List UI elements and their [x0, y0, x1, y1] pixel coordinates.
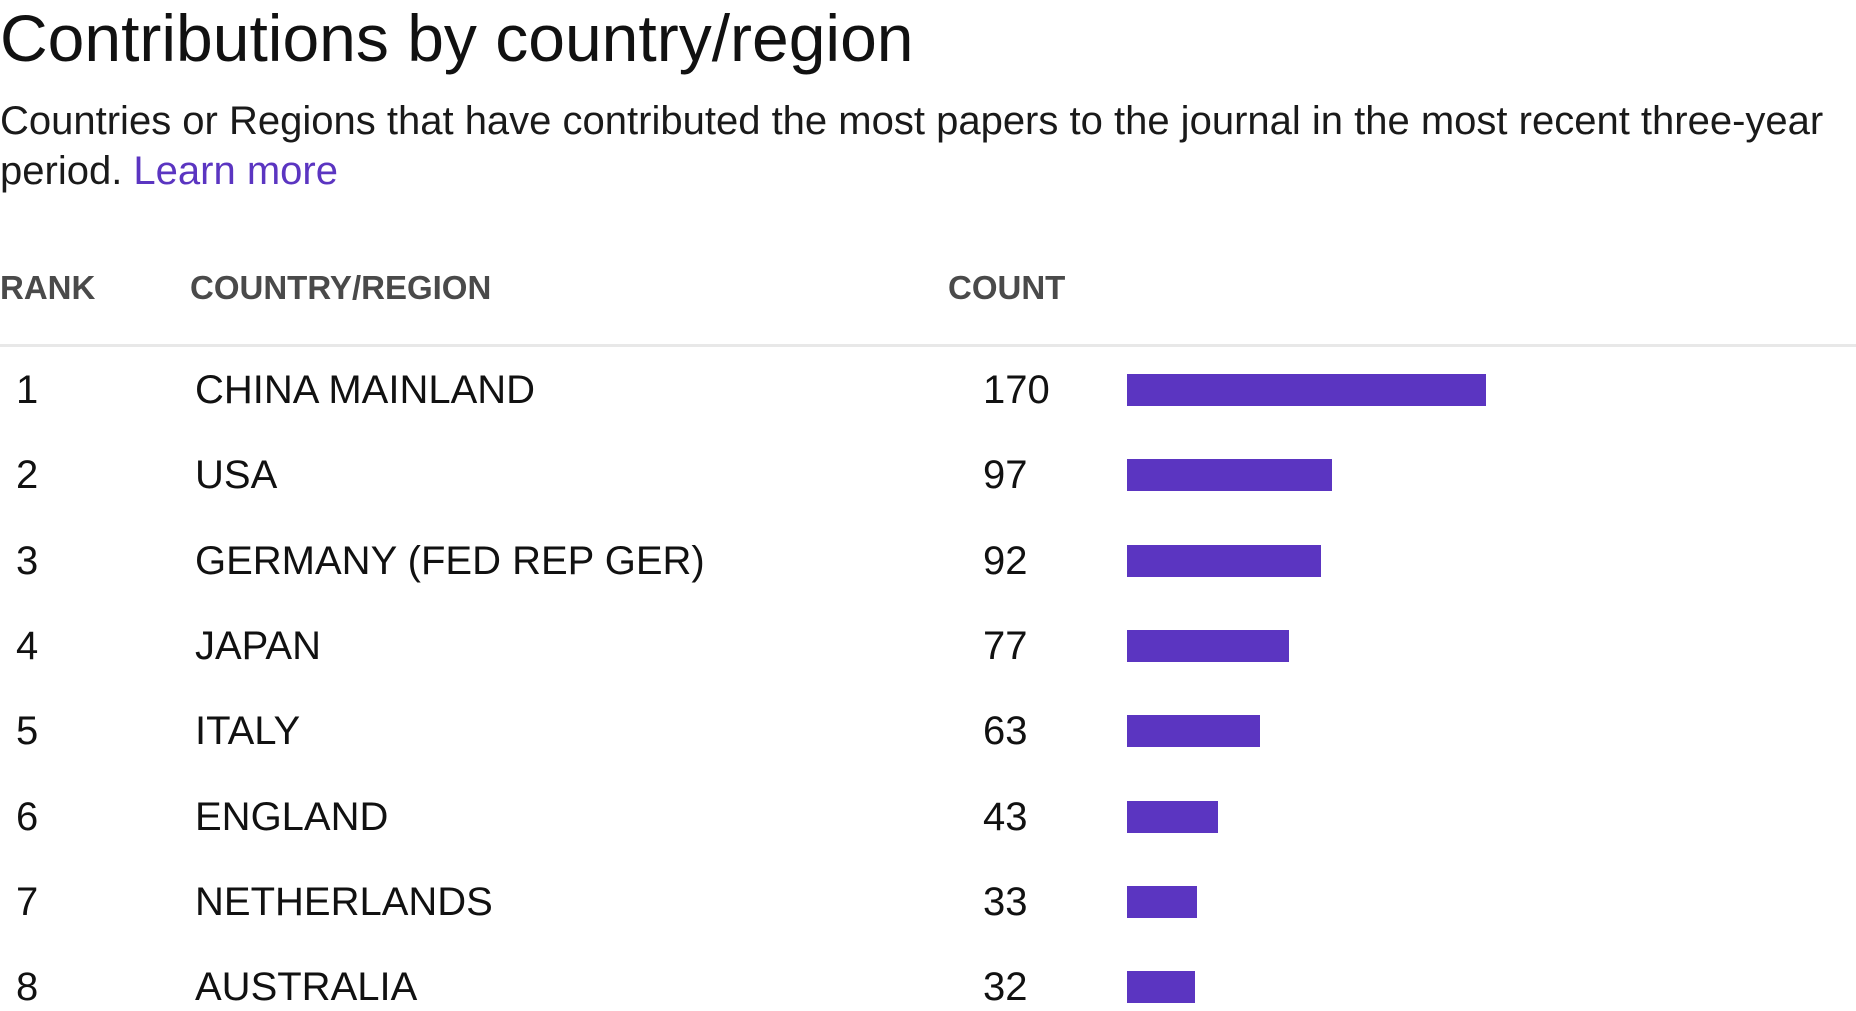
count-cell: 170: [983, 368, 1050, 412]
country-cell: GERMANY (FED REP GER): [195, 538, 705, 583]
subtitle: Countries or Regions that have contribut…: [0, 96, 1856, 196]
learn-more-link[interactable]: Learn more: [133, 149, 338, 193]
count-bar: [1127, 715, 1260, 748]
rank-cell: 5: [16, 709, 39, 754]
subtitle-text: Countries or Regions that have contribut…: [0, 99, 1824, 193]
count-bar: [1127, 971, 1195, 1004]
rank-cell: 4: [16, 623, 39, 668]
rank-cell: 1: [16, 368, 39, 412]
count-bar: [1127, 544, 1321, 577]
country-cell: ITALY: [195, 709, 301, 754]
count-cell: 92: [983, 538, 1028, 583]
count-bar: [1127, 629, 1289, 662]
country-cell: USA: [195, 453, 278, 498]
count-bar: [1127, 459, 1332, 492]
rank-cell: 2: [16, 453, 39, 498]
country-cell: NETHERLANDS: [195, 879, 493, 924]
count-cell: 97: [983, 453, 1028, 498]
count-cell: 63: [983, 709, 1028, 754]
rank-cell: 7: [16, 879, 39, 924]
count-bar: [1127, 885, 1197, 918]
count-cell: 77: [983, 623, 1028, 668]
count-cell: 43: [983, 794, 1028, 839]
header-divider: [0, 344, 1856, 347]
count-cell: 33: [983, 879, 1028, 924]
country-cell: JAPAN: [195, 623, 321, 668]
page-title: Contributions by country/region: [0, 1, 914, 75]
header-country: COUNTRY/REGION: [190, 269, 492, 306]
rank-cell: 3: [16, 538, 39, 583]
count-bar: [1127, 800, 1218, 833]
count-bar: [1127, 374, 1486, 406]
rank-cell: 6: [16, 794, 39, 839]
header-rank: RANK: [0, 269, 96, 306]
country-cell: CHINA MAINLAND: [195, 368, 536, 412]
country-cell: AUSTRALIA: [195, 965, 418, 1010]
country-cell: ENGLAND: [195, 794, 389, 839]
header-count: COUNT: [948, 269, 1066, 306]
count-cell: 32: [983, 965, 1028, 1010]
rank-cell: 8: [16, 965, 39, 1010]
